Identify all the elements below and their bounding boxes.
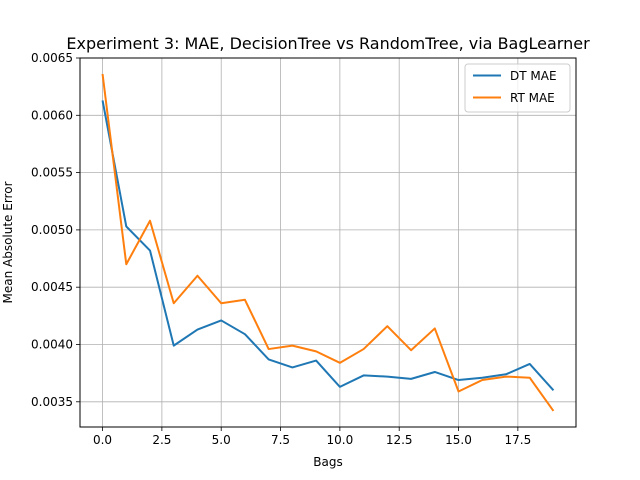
x-tick-label: 2.5: [152, 433, 171, 447]
series-line-dt-mae: [101, 100, 555, 391]
legend-label-rt: RT MAE: [510, 91, 555, 105]
y-tick-label: 0.0035: [31, 395, 73, 409]
y-tick-label: 0.0050: [31, 223, 73, 237]
series-lines: [101, 73, 555, 412]
y-tick-label: 0.0055: [31, 166, 73, 180]
y-tick-label: 0.0065: [31, 51, 73, 65]
series-line-rt-mae: [101, 73, 555, 412]
y-tick-label: 0.0060: [31, 108, 73, 122]
y-axis-ticks: 0.0035 0.0040 0.0045 0.0050 0.0055 0.0060 0.00…: [31, 51, 80, 409]
x-tick-label: 7.5: [271, 433, 290, 447]
x-axis-ticks: 0.0 2.5 5.0 7.5 10.0 12.5 15.0 17.5: [93, 427, 531, 447]
x-tick-label: 15.0: [445, 433, 472, 447]
grid-lines: [80, 57, 576, 427]
x-tick-label: 0.0: [93, 433, 112, 447]
y-axis-title: Mean Absolute Error: [1, 181, 15, 303]
x-axis-title: Bags: [313, 455, 342, 469]
y-tick-label: 0.0045: [31, 280, 73, 294]
legend-label-dt: DT MAE: [510, 69, 557, 83]
x-tick-label: 5.0: [212, 433, 231, 447]
x-tick-label: 17.5: [504, 433, 531, 447]
x-tick-label: 12.5: [386, 433, 413, 447]
chart-title: Experiment 3: MAE, DecisionTree vs Rando…: [66, 34, 590, 53]
legend: DT MAE RT MAE: [464, 63, 571, 113]
plot-frame: [79, 57, 577, 428]
x-tick-label: 10.0: [327, 433, 354, 447]
y-tick-label: 0.0040: [31, 337, 73, 351]
